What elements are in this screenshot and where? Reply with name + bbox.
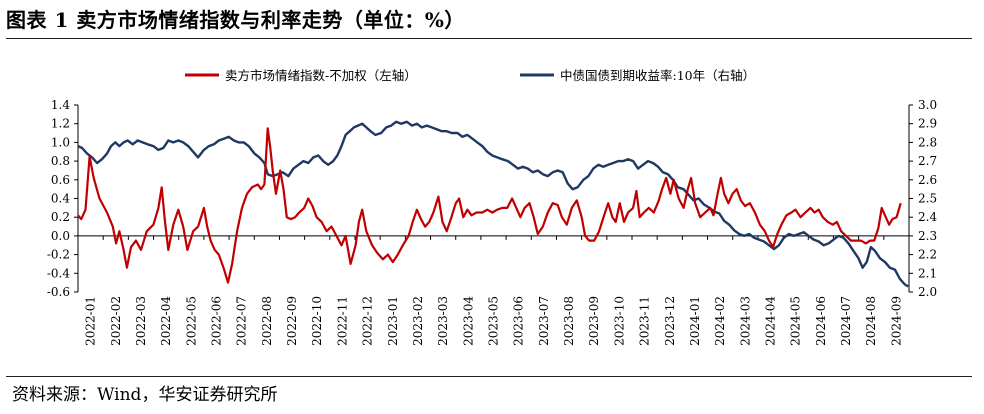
x-tick-label: 2023-04 [461, 296, 475, 346]
series-line-sentiment [77, 127, 902, 284]
right-tick-label: 2.5 [918, 192, 937, 206]
right-tick-label: 2.9 [918, 117, 937, 131]
chart-title: 图表 1 卖方市场情绪指数与利率走势（单位：%） [6, 8, 465, 32]
left-tick-label: 0.4 [51, 192, 70, 206]
right-tick-label: 2.3 [918, 229, 937, 243]
x-tick-label: 2023-02 [411, 296, 425, 346]
legend: 卖方市场情绪指数-不加权（左轴） 中债国债到期收益率:10年（右轴） [185, 68, 755, 83]
x-tick-label: 2024-09 [889, 296, 903, 346]
x-tick-label: 2024-04 [764, 296, 778, 346]
left-tick-label: 1.4 [51, 98, 70, 112]
x-tick-label: 2024-08 [864, 296, 878, 346]
x-tick-label: 2023-09 [587, 296, 601, 346]
right-tick-label: 2.6 [918, 173, 937, 187]
right-tick-label: 2.2 [918, 248, 937, 262]
x-tick-label: 2022-04 [159, 296, 173, 346]
right-tick-label: 2.1 [918, 266, 937, 280]
x-tick-label: 2022-12 [361, 296, 375, 346]
x-tick-label: 2023-06 [512, 296, 526, 346]
x-tick-label: 2022-03 [134, 296, 148, 346]
left-tick-label: 0.0 [51, 229, 70, 243]
right-tick-label: 2.4 [918, 210, 937, 224]
x-tick-label: 2022-02 [109, 296, 123, 346]
x-tick-label: 2023-11 [638, 296, 652, 346]
x-tick-label: 2022-09 [285, 296, 299, 346]
legend-label-yield: 中债国债到期收益率:10年（右轴） [560, 68, 755, 83]
x-tick-label: 2023-12 [663, 296, 677, 346]
series-line-yield [77, 120, 909, 288]
x-tick-label: 2022-08 [260, 296, 274, 346]
x-tick-label: 2022-10 [310, 296, 324, 346]
right-tick-label: 2.8 [918, 135, 937, 149]
left-tick-label: 1.0 [51, 135, 70, 149]
axes: -0.6 -0.4 -0.2 0.0 0.2 0.4 0.6 0.8 1.0 1.2 1.4 2.0 2… [47, 98, 938, 346]
left-tick-label: 0.2 [51, 210, 70, 224]
x-tick-label: 2023-08 [562, 296, 576, 346]
x-tick-label: 2022-07 [235, 296, 249, 346]
left-tick-label: 1.2 [51, 117, 70, 131]
x-tick-label: 2023-01 [386, 296, 400, 346]
right-tick-label: 3.0 [918, 98, 937, 112]
source-divider [6, 376, 972, 377]
x-tick-label: 2022-01 [84, 296, 98, 346]
x-tick-label: 2024-06 [814, 296, 828, 346]
x-tick-label: 2024-01 [688, 296, 702, 346]
x-tick-label: 2024-05 [789, 296, 803, 346]
left-tick-label: -0.6 [47, 285, 70, 299]
x-tick-label: 2023-03 [436, 296, 450, 346]
legend-label-sentiment: 卖方市场情绪指数-不加权（左轴） [225, 68, 417, 83]
left-tick-label: 0.8 [51, 154, 70, 168]
right-tick-label: 2.7 [918, 154, 937, 168]
x-tick-label: 2023-05 [487, 296, 501, 346]
source-note: 资料来源：Wind，华安证券研究所 [12, 385, 278, 405]
x-tick-label: 2023-10 [612, 296, 626, 346]
x-tick-label: 2024-02 [713, 296, 727, 346]
x-tick-label: 2024-03 [738, 296, 752, 346]
x-tick-label: 2022-05 [184, 296, 198, 346]
title-divider [6, 38, 972, 39]
left-tick-label: 0.6 [51, 173, 70, 187]
left-tick-label: -0.2 [47, 248, 70, 262]
x-tick-label: 2024-07 [839, 296, 853, 346]
series-layer [77, 120, 909, 288]
x-tick-label: 2022-11 [335, 296, 349, 346]
x-tick-label: 2023-07 [537, 296, 551, 346]
left-tick-label: -0.4 [47, 266, 71, 280]
x-tick-label: 2022-06 [210, 296, 224, 346]
right-tick-label: 2.0 [918, 285, 937, 299]
